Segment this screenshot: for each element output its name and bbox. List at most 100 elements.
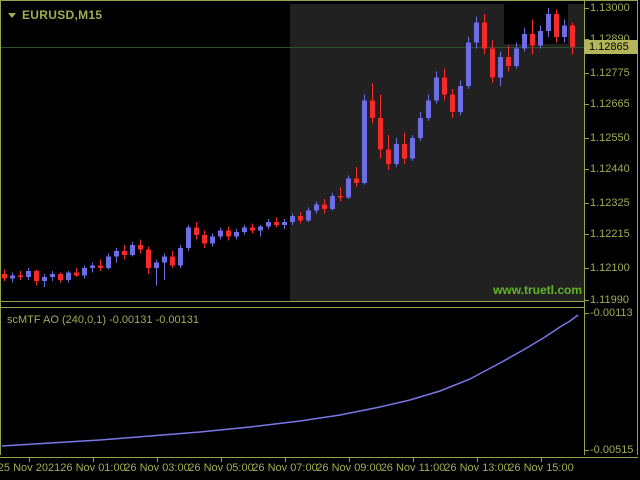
price-tick-label: 1.11990: [590, 293, 629, 306]
candle-body: [514, 48, 519, 66]
time-tick-mark: [477, 458, 478, 462]
candle-body: [170, 256, 175, 266]
price-tick-label: 1.12665: [590, 98, 630, 111]
candle-body: [538, 31, 543, 46]
candle-body: [306, 210, 311, 221]
candle-body: [98, 265, 103, 269]
candle-body: [186, 227, 191, 248]
indicator-axis-label: -0.00113: [590, 306, 633, 319]
candle-body: [130, 245, 135, 256]
symbol-period-label: EURUSD,M15: [22, 8, 103, 22]
price-tick-label: 1.12775: [590, 66, 630, 79]
candle-body: [114, 250, 119, 257]
candle-body: [234, 232, 239, 237]
candle-body: [26, 271, 31, 277]
candle-body: [458, 86, 463, 113]
indicator-tick-mark: [584, 449, 589, 451]
candle-body: [346, 178, 351, 198]
candle-body: [522, 34, 527, 49]
candle-body: [154, 262, 159, 269]
time-axis-separator: [0, 457, 638, 458]
time-tick-label: 26 Nov 15:00: [508, 462, 574, 474]
candle-body: [42, 276, 47, 282]
price-tick-mark: [584, 234, 589, 236]
indicator-panel-top-border[interactable]: [0, 307, 584, 308]
candle-body: [418, 117, 423, 139]
candle-body: [290, 216, 295, 222]
candle-body: [10, 275, 15, 279]
time-tick-mark: [285, 458, 286, 462]
symbol-dropdown-triangle-icon[interactable]: [8, 13, 16, 18]
candle-body: [2, 273, 7, 279]
price-axis-separator[interactable]: [584, 0, 585, 455]
candle-body: [242, 227, 247, 233]
time-tick-label: 26 Nov 11:00: [380, 462, 446, 474]
session-highlight: [504, 44, 584, 301]
time-tick-mark: [349, 458, 350, 462]
candle-body: [530, 34, 535, 46]
time-tick-label: 26 Nov 13:00: [444, 462, 510, 474]
candle-body: [122, 250, 127, 256]
price-tick-label: 1.12215: [590, 228, 630, 241]
time-tick-label: 26 Nov 03:00: [124, 462, 190, 474]
candle-body: [562, 25, 567, 37]
time-tick-label: 26 Nov 09:00: [316, 462, 382, 474]
candle-body: [314, 204, 319, 211]
time-tick-label: 26 Nov 05:00: [188, 462, 254, 474]
candle-body: [402, 143, 407, 159]
candle-body: [362, 100, 367, 183]
price-tick-mark: [584, 137, 589, 139]
candle-body: [274, 221, 279, 225]
candle-body: [90, 265, 95, 269]
candle-body: [18, 275, 23, 277]
price-tick-label: 1.12550: [590, 131, 630, 144]
price-tick-mark: [584, 267, 589, 269]
price-tick-mark: [584, 39, 589, 41]
price-tick-mark: [584, 299, 589, 301]
time-tick-mark: [413, 458, 414, 462]
chart-border-top: [0, 0, 638, 1]
candle-body: [74, 272, 79, 276]
candle-body: [570, 25, 575, 48]
candle-body: [106, 256, 111, 269]
price-tick-label: 1.12440: [590, 163, 630, 176]
price-tick-label: 1.13000: [590, 1, 630, 14]
candle-body: [282, 221, 287, 225]
candle-body: [378, 117, 383, 150]
candle-body: [370, 100, 375, 118]
price-tick-mark: [584, 169, 589, 171]
time-tick-label: 25 Nov 2021: [0, 462, 61, 474]
price-tick-mark: [584, 72, 589, 74]
time-tick-label: 26 Nov 01:00: [60, 462, 126, 474]
candle-body: [50, 273, 55, 277]
candle-body: [66, 272, 71, 280]
candle-body: [194, 227, 199, 235]
candle-body: [386, 149, 391, 165]
candle-body: [434, 77, 439, 101]
main-panel-bottom-border: [0, 301, 584, 302]
candle-body: [298, 216, 303, 221]
chart-border-right: [637, 0, 638, 455]
candle-body: [210, 236, 215, 244]
candle-body: [498, 57, 503, 78]
candle-body: [410, 138, 415, 159]
current-price-label: 1.12865: [584, 40, 638, 54]
candle-body: [354, 178, 359, 183]
candle-body: [178, 247, 183, 266]
indicator-label: scMTF AO (240,0,1) -0.00131 -0.00131: [7, 314, 199, 326]
price-tick-mark: [584, 202, 589, 204]
price-tick-mark: [584, 104, 589, 106]
candle-body: [138, 245, 143, 250]
candle-body: [218, 230, 223, 237]
candle-body: [322, 204, 327, 209]
ao-indicator-line: [1, 314, 579, 447]
price-tick-label: 1.12325: [590, 196, 630, 209]
candle-body: [202, 234, 207, 244]
indicator-axis-label: -0.00515: [590, 443, 634, 456]
time-tick-mark: [157, 458, 158, 462]
time-tick-mark: [221, 458, 222, 462]
candle-body: [338, 195, 343, 198]
time-tick-mark: [541, 458, 542, 462]
